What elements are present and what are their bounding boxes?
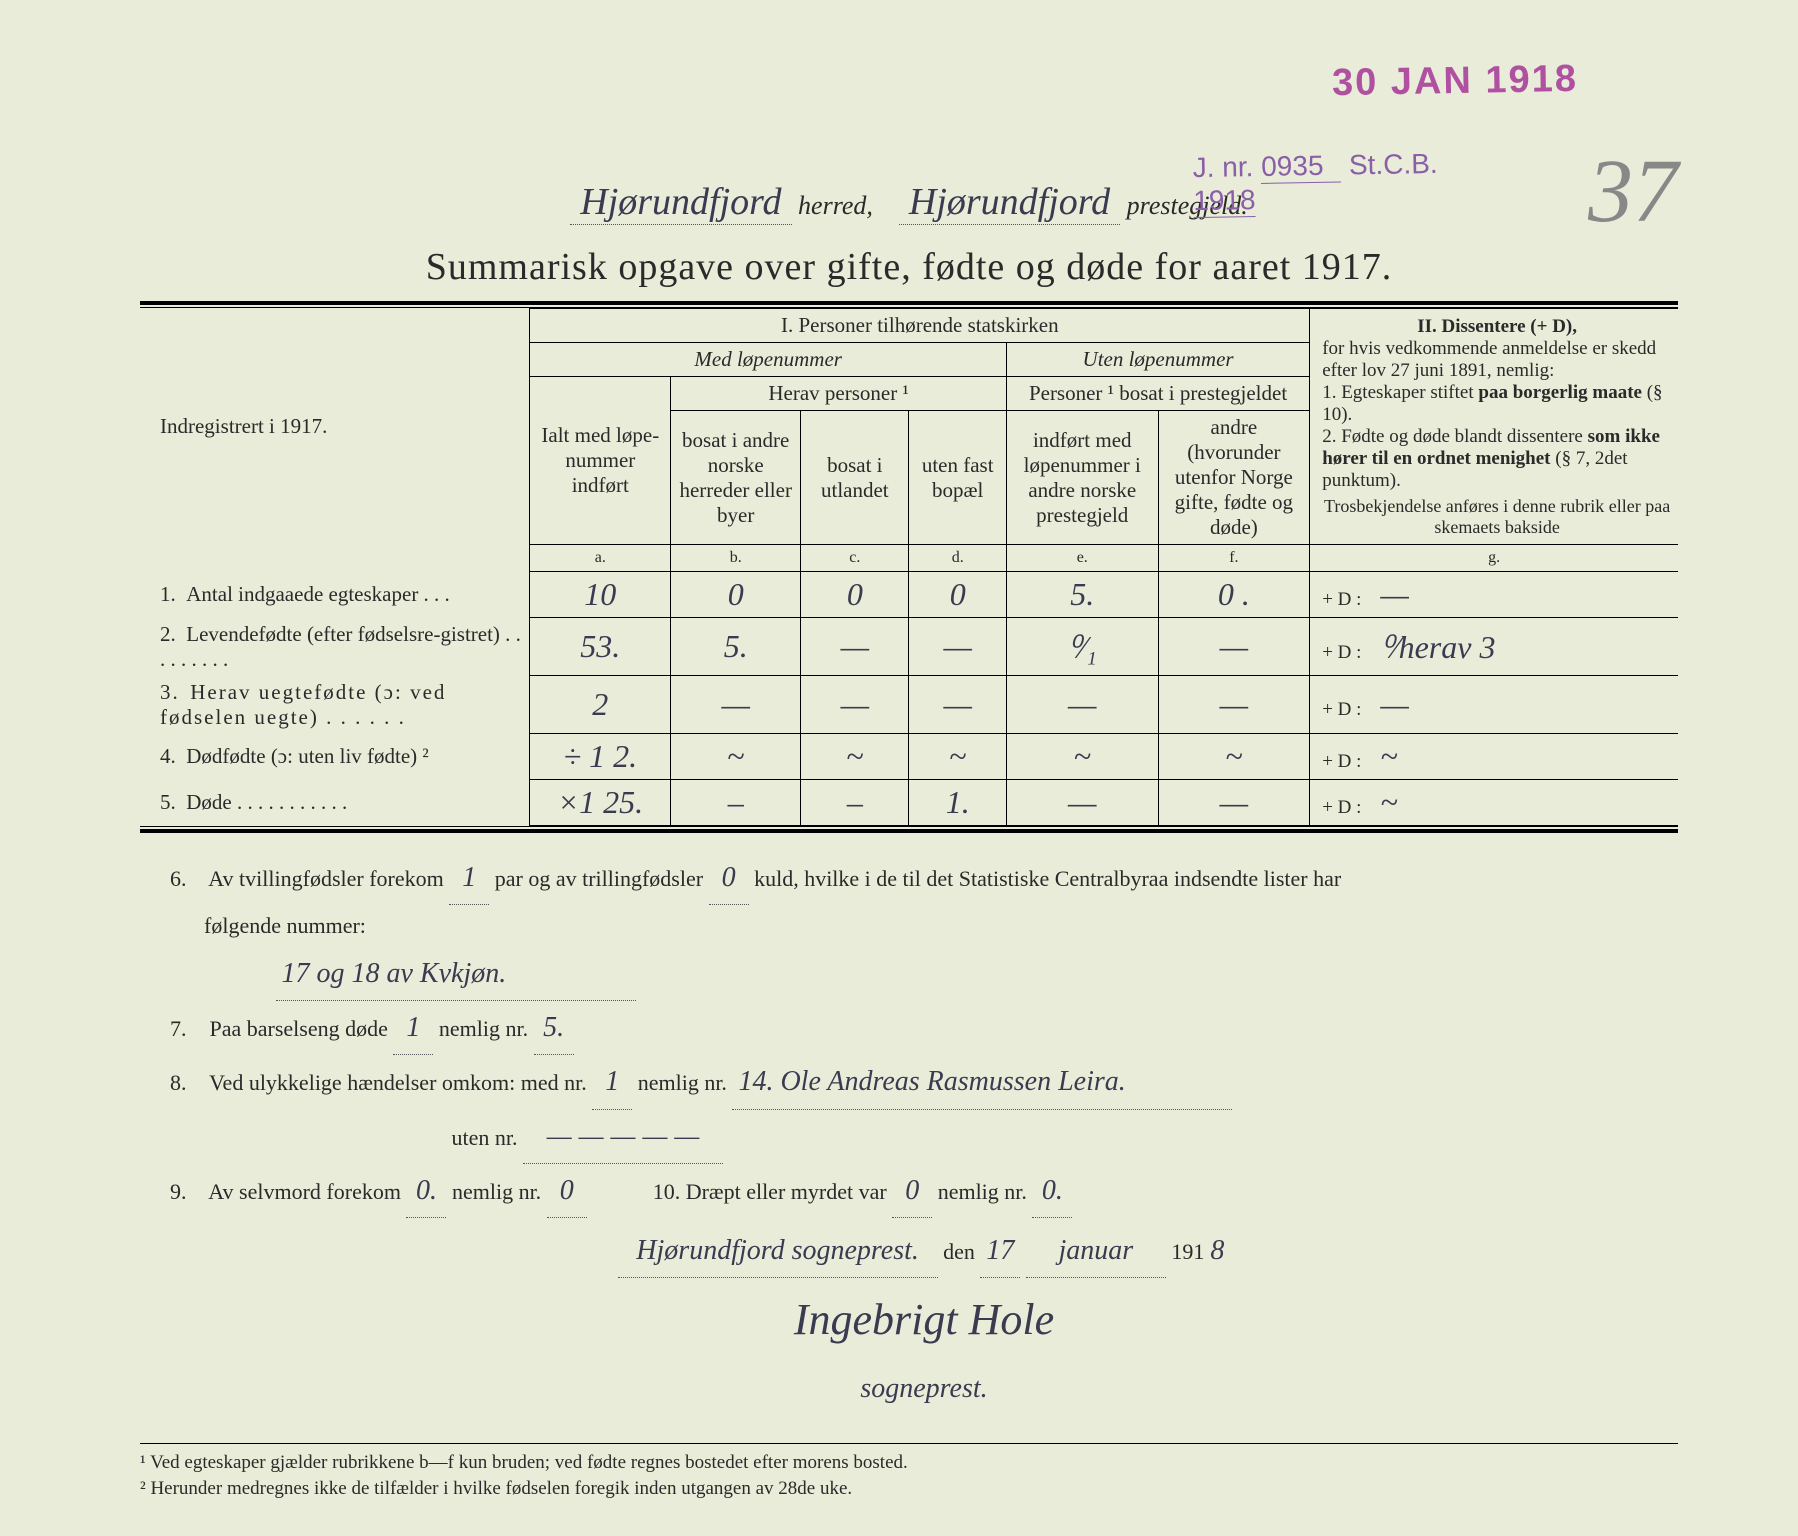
section1-title: I. Personer tilhørende statskirken <box>530 309 1310 343</box>
col-a-head: Ialt med løpe-nummer indført <box>530 377 671 545</box>
footnote-1: ¹ Ved egteskaper gjælder rubrikkene b—f … <box>140 1450 1678 1477</box>
section2-item2: 2. Fødte og døde blandt dissentere som i… <box>1322 426 1672 492</box>
col-e-head: indført med løpenummer i andre norske pr… <box>1006 411 1158 545</box>
col-c-head: bosat i utlandet <box>801 411 909 545</box>
main-table: Indregistrert i 1917. I. Personer tilhør… <box>140 308 1678 826</box>
herred-value: Hjørundfjord <box>570 180 791 225</box>
date-month: januar <box>1026 1224 1166 1278</box>
cell: — <box>1158 618 1310 676</box>
cell: ~ <box>1006 734 1158 780</box>
signature-block: Hjørundfjord sogneprest. den 17 januar 1… <box>170 1224 1678 1415</box>
jnr-prefix: J. nr. <box>1192 151 1253 183</box>
cell: — <box>671 676 801 734</box>
col-f-head: andre (hvorunder utenfor Norge gifte, fø… <box>1158 411 1310 545</box>
cell: — <box>801 676 909 734</box>
cell: 2 <box>530 676 671 734</box>
table-row: 1. Antal indgaaede egteskaper . . . 10 0… <box>140 572 1678 618</box>
jnr-year: 1918 <box>1193 184 1256 218</box>
uten-lope: Uten løpenummer <box>1006 343 1309 377</box>
cell: 0 <box>909 572 1006 618</box>
section2-block: II. Dissentere (+ D), for hvis vedkommen… <box>1310 309 1678 545</box>
cell: — <box>801 618 909 676</box>
cell: 10 <box>530 572 671 618</box>
cell: – <box>801 780 909 826</box>
cell: 5. <box>1006 572 1158 618</box>
table-row: 3. Herav uegtefødte (ɔ: ved fødselen ueg… <box>140 676 1678 734</box>
cell: – <box>671 780 801 826</box>
cell: — <box>909 618 1006 676</box>
header-line: Hjørundfjord herred, Hjørundfjord preste… <box>140 180 1678 225</box>
footnote-2: ² Herunder medregnes ikke de tilfælder i… <box>140 1476 1678 1503</box>
q6: 6. Av tvillingfødsler forekom 1 par og a… <box>170 851 1678 1001</box>
prestegjeld-value: Hjørundfjord <box>899 180 1120 225</box>
q8: 8. Ved ulykkelige hændelser omkom: med n… <box>170 1055 1678 1163</box>
section2-item1: 1. Egteskaper stiftet paa borgerlig maat… <box>1322 382 1672 426</box>
col-b-head: bosat i andre norske herreder eller byer <box>671 411 801 545</box>
table-row: 5. Døde . . . . . . . . . . . ×1 25. – –… <box>140 780 1678 826</box>
footnotes: ¹ Ved egteskaper gjælder rubrikkene b—f … <box>140 1443 1678 1503</box>
cell: 53. <box>530 618 671 676</box>
place: Hjørundfjord sogneprest. <box>618 1224 938 1278</box>
table-row: 4. Dødfødte (ɔ: uten liv fødte) ² ÷ 1 2.… <box>140 734 1678 780</box>
cell: — <box>1158 780 1310 826</box>
personer-bosat: Personer ¹ bosat i prestegjeldet <box>1006 377 1309 411</box>
cell: ÷ 1 2. <box>530 734 671 780</box>
q9q10: 9. Av selvmord forekom 0. nemlig nr. 0 1… <box>170 1164 1678 1218</box>
col-indreg: Indregistrert i 1917. <box>140 309 530 545</box>
cell: 5. <box>671 618 801 676</box>
cell: — <box>1158 676 1310 734</box>
cell: ~ <box>671 734 801 780</box>
letter-e: e. <box>1006 545 1158 572</box>
signature-title: sogneprest. <box>854 1362 993 1415</box>
herav-personer: Herav personer ¹ <box>671 377 1007 411</box>
signature: Ingebrigt Hole <box>784 1278 1064 1362</box>
section2-note: Trosbekjendelse anføres i denne rubrik e… <box>1322 496 1672 538</box>
page-number: 37 <box>1588 140 1678 243</box>
cell: ~ <box>909 734 1006 780</box>
jnr-suffix: St.C.B. <box>1349 148 1438 181</box>
letter-g: g. <box>1310 545 1678 572</box>
stamp-journal-number: J. nr. 0935 St.C.B. 1918 <box>1192 148 1438 218</box>
jnr-number: 0935 <box>1261 150 1342 184</box>
section2-title: II. Dissentere (+ D), <box>1322 316 1672 338</box>
med-lope: Med løpenummer <box>530 343 1007 377</box>
letter-row: a. b. c. d. e. f. g. <box>140 545 1678 572</box>
cell: ⁰⁄₁ <box>1006 618 1158 676</box>
cell: 0 . <box>1158 572 1310 618</box>
letter-f: f. <box>1158 545 1310 572</box>
page-title: Summarisk opgave over gifte, fødte og dø… <box>140 245 1678 289</box>
col-d-head: uten fast bopæl <box>909 411 1006 545</box>
cell: 0 <box>801 572 909 618</box>
date-day: 17 <box>980 1224 1020 1278</box>
cell: — <box>1006 780 1158 826</box>
q7: 7. Paa barselseng døde 1 nemlig nr. 5. <box>170 1001 1678 1055</box>
table-row: 2. Levendefødte (efter fødselsre-gistret… <box>140 618 1678 676</box>
cell: ~ <box>1158 734 1310 780</box>
lower-questions: 6. Av tvillingfødsler forekom 1 par og a… <box>140 851 1678 1415</box>
cell: 0 <box>671 572 801 618</box>
cell: ~ <box>801 734 909 780</box>
cell: 1. <box>909 780 1006 826</box>
cell: ×1 25. <box>530 780 671 826</box>
bottom-rule <box>140 826 1678 833</box>
stamp-date: 30 JAN 1918 <box>1332 58 1579 105</box>
letter-d: d. <box>909 545 1006 572</box>
herred-label: herred, <box>798 191 873 220</box>
cell: — <box>1006 676 1158 734</box>
top-rule <box>140 301 1678 308</box>
letter-b: b. <box>671 545 801 572</box>
cell: — <box>909 676 1006 734</box>
letter-a: a. <box>530 545 671 572</box>
letter-c: c. <box>801 545 909 572</box>
section2-body: for hvis vedkommende anmeldelse er skedd… <box>1322 338 1672 382</box>
